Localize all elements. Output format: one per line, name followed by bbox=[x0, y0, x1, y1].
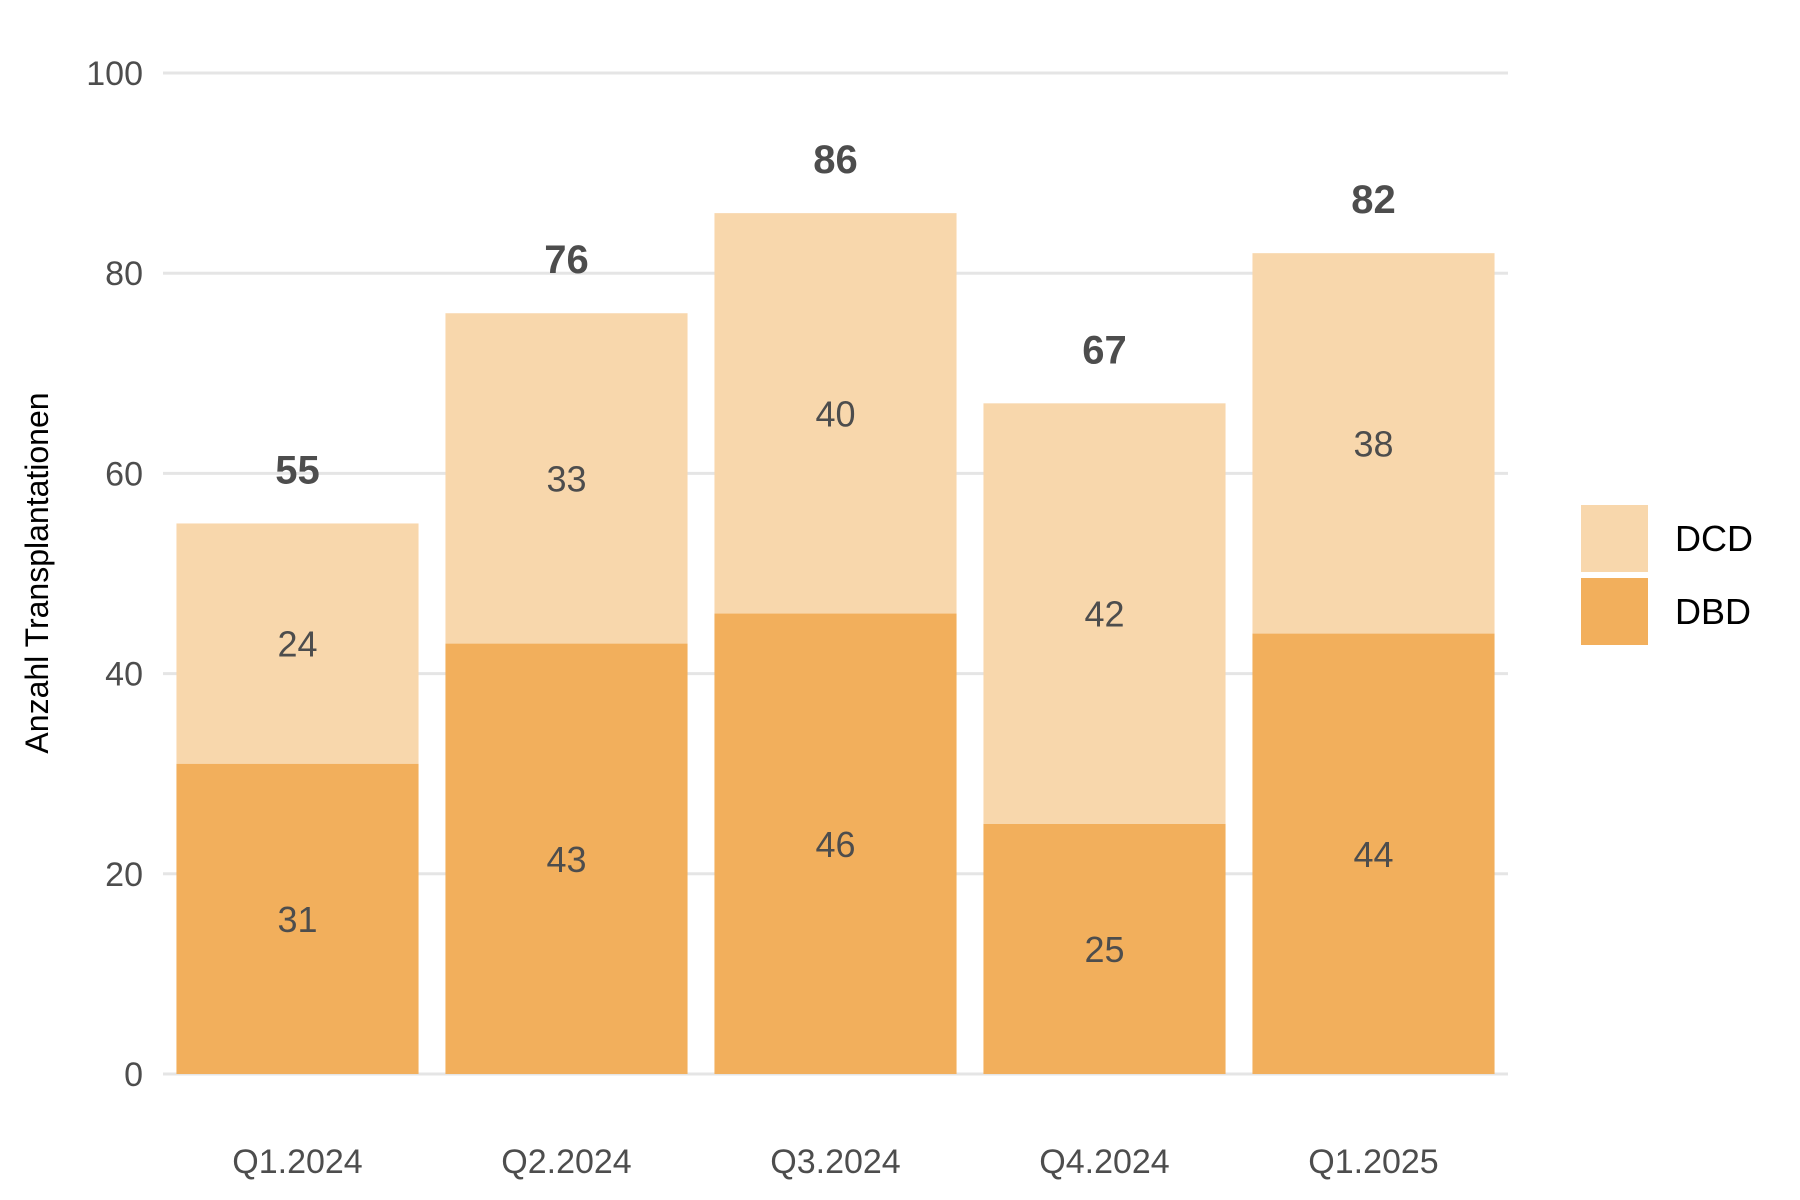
y-axis-ticks: 0 20 40 60 80 100 bbox=[86, 55, 143, 1094]
total-label-Q4.2024: 67 bbox=[1082, 328, 1127, 372]
value-label-dbd-Q3.2024: 46 bbox=[815, 824, 855, 865]
bars: 31 24 55 43 33 76 46 40 86 25 42 67 44 38 82 bbox=[176, 138, 1495, 1074]
x-tick-label-Q2.2024: Q2.2024 bbox=[501, 1143, 631, 1181]
value-label-dbd-Q4.2024: 25 bbox=[1084, 929, 1124, 970]
value-label-dbd-Q1.2024: 31 bbox=[277, 899, 317, 940]
value-label-dbd-Q2.2024: 43 bbox=[546, 839, 586, 880]
value-label-dcd-Q1.2025: 38 bbox=[1353, 423, 1393, 464]
bar-dbd-Q2.2024 bbox=[445, 643, 688, 1074]
total-label-Q1.2025: 82 bbox=[1351, 178, 1396, 222]
y-tick-label-40: 40 bbox=[105, 656, 143, 694]
y-tick-label-20: 20 bbox=[105, 856, 143, 894]
bar-dbd-Q4.2024 bbox=[983, 823, 1226, 1074]
legend-label-dbd: DBD bbox=[1675, 591, 1751, 632]
y-tick-label-80: 80 bbox=[105, 255, 143, 293]
y-tick-label-0: 0 bbox=[124, 1056, 143, 1094]
total-label-Q3.2024: 86 bbox=[813, 138, 858, 182]
y-tick-label-60: 60 bbox=[105, 455, 143, 493]
x-axis-ticks: Q1.2024 Q2.2024 Q3.2024 Q4.2024 Q1.2025 bbox=[232, 1143, 1438, 1181]
bar-dbd-Q1.2025 bbox=[1252, 633, 1495, 1074]
x-tick-label-Q1.2024: Q1.2024 bbox=[232, 1143, 362, 1181]
value-label-dcd-Q4.2024: 42 bbox=[1084, 594, 1124, 635]
value-label-dbd-Q1.2025: 44 bbox=[1353, 834, 1393, 875]
value-label-dcd-Q1.2024: 24 bbox=[277, 624, 317, 665]
bar-dbd-Q1.2024 bbox=[176, 763, 419, 1074]
bar-dbd-Q3.2024 bbox=[714, 613, 957, 1074]
legend-swatch-dcd bbox=[1581, 505, 1648, 572]
bar-dcd-Q1.2024 bbox=[176, 523, 419, 764]
y-axis-title: Anzahl Transplantationen bbox=[19, 392, 55, 753]
total-label-Q1.2024: 55 bbox=[275, 448, 320, 492]
bar-dcd-Q4.2024 bbox=[983, 403, 1226, 824]
y-tick-label-100: 100 bbox=[86, 55, 143, 93]
x-tick-label-Q4.2024: Q4.2024 bbox=[1039, 1143, 1169, 1181]
value-label-dcd-Q3.2024: 40 bbox=[815, 393, 855, 434]
legend-swatch-dbd bbox=[1581, 578, 1648, 645]
bar-dcd-Q2.2024 bbox=[445, 313, 688, 644]
bar-dcd-Q3.2024 bbox=[714, 213, 957, 614]
legend-label-dcd: DCD bbox=[1675, 518, 1753, 559]
bar-dcd-Q1.2025 bbox=[1252, 253, 1495, 634]
x-tick-label-Q3.2024: Q3.2024 bbox=[770, 1143, 900, 1181]
total-label-Q2.2024: 76 bbox=[544, 238, 589, 282]
legend: DCD DBD bbox=[1581, 505, 1753, 645]
x-tick-label-Q1.2025: Q1.2025 bbox=[1308, 1143, 1438, 1181]
value-label-dcd-Q2.2024: 33 bbox=[546, 458, 586, 499]
